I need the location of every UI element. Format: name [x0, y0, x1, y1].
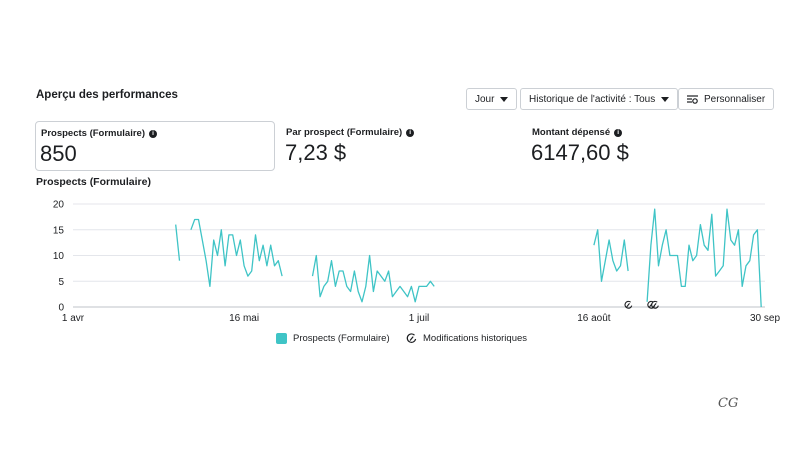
info-icon[interactable]: i	[149, 129, 157, 138]
y-tick-label: 5	[58, 277, 64, 288]
settings-sliders-icon	[687, 95, 698, 104]
x-tick-label: 1 juil	[409, 313, 430, 324]
history-marker	[651, 300, 659, 309]
metric-value: 6147,60 $	[531, 140, 629, 165]
metric-value: 7,23 $	[285, 140, 347, 165]
series-line	[311, 254, 435, 303]
info-icon[interactable]: i	[614, 128, 623, 137]
metric-label: Montant dépensé	[532, 127, 611, 138]
legend-item-series[interactable]: Prospects (Formulaire)	[276, 333, 390, 344]
x-tick-label: 16 mai	[229, 313, 259, 324]
period-dropdown[interactable]: Jour	[466, 88, 518, 110]
legend-label: Modifications historiques	[423, 333, 528, 344]
x-tick-label: 16 août	[577, 313, 611, 324]
series-line	[175, 224, 181, 261]
legend-item-history[interactable]: Modifications historiques	[406, 333, 527, 344]
metric-label: Par prospect (Formulaire)	[286, 127, 403, 138]
y-tick-label: 10	[53, 251, 65, 262]
y-tick-label: 15	[53, 225, 65, 236]
caret-down-icon	[500, 96, 509, 102]
watermark-logo: CG	[718, 396, 739, 411]
history-marker	[624, 300, 633, 309]
section-title: Aperçu des performances	[36, 89, 178, 101]
caret-down-icon	[661, 96, 670, 102]
x-tick-label: 1 avr	[62, 313, 85, 324]
history-edit-icon	[406, 333, 417, 343]
period-dropdown-label: Jour	[475, 93, 495, 105]
x-tick-label: 30 sep	[750, 313, 780, 324]
line-chart: 0 5 10 15 20 1 avr 16 mai 1 juil 16 août 30 sep	[53, 200, 781, 325]
metric-card-cost-per-prospect[interactable]: Par prospect (Formulaire) i 7,23 $	[281, 121, 521, 171]
metric-label: Prospects (Formulaire)	[41, 128, 145, 139]
history-dropdown-label: Historique de l'activité : Tous	[529, 93, 656, 105]
info-icon[interactable]: i	[406, 128, 415, 137]
chart-title: Prospects (Formulaire)	[36, 176, 151, 188]
series-line	[646, 208, 762, 308]
y-tick-label: 20	[53, 200, 65, 211]
metric-card-prospects[interactable]: Prospects (Formulaire) i 850	[35, 121, 275, 171]
legend-label: Prospects (Formulaire)	[293, 333, 390, 344]
customize-button[interactable]: Personnaliser	[678, 88, 775, 110]
series-line	[593, 229, 629, 282]
metric-value: 850	[40, 141, 77, 166]
y-tick-label: 0	[58, 303, 64, 314]
legend-swatch	[276, 333, 287, 344]
customize-label: Personnaliser	[704, 93, 766, 105]
history-dropdown[interactable]: Historique de l'activité : Tous	[520, 88, 679, 110]
metric-card-amount-spent[interactable]: Montant dépensé i 6147,60 $	[527, 121, 767, 171]
series-line	[190, 218, 283, 288]
